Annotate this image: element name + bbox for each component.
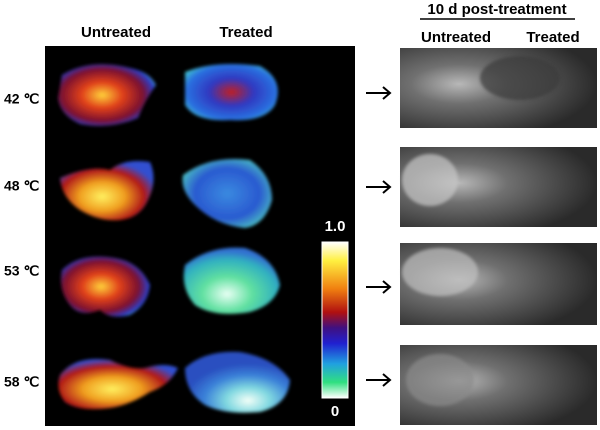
column-header: Untreated (81, 24, 151, 41)
followup-column: Treated (526, 29, 579, 46)
colorbar (321, 241, 349, 399)
mri-detail (480, 56, 560, 100)
tissue-treated (185, 351, 290, 413)
tissue-treated (183, 247, 280, 314)
tissue-maps (58, 64, 290, 413)
mri-detail (402, 154, 458, 206)
mri-detail (406, 354, 474, 406)
colorbar-max: 1.0 (325, 218, 346, 235)
colorbar-min: 0 (331, 403, 339, 420)
arrow (366, 180, 392, 194)
followup-title: 10 d post-treatment (427, 1, 566, 18)
tissue-untreated (61, 256, 150, 317)
followup-column: Untreated (421, 29, 491, 46)
tissue-untreated (58, 64, 156, 126)
mri-detail (402, 248, 478, 296)
row-label: 58 ℃ (4, 374, 39, 390)
mri-panels (400, 48, 597, 425)
tissue-treated (185, 64, 278, 121)
row-label: 53 ℃ (4, 263, 39, 279)
column-header: Treated (219, 24, 272, 41)
arrow (366, 86, 392, 100)
row-label: 48 ℃ (4, 178, 39, 194)
row-label: 42 ℃ (4, 91, 39, 107)
tissue-untreated (58, 359, 179, 410)
arrow (366, 373, 392, 387)
arrow (366, 280, 392, 294)
arrows (366, 86, 392, 387)
tissue-untreated (60, 161, 154, 221)
tissue-treated (182, 159, 272, 228)
